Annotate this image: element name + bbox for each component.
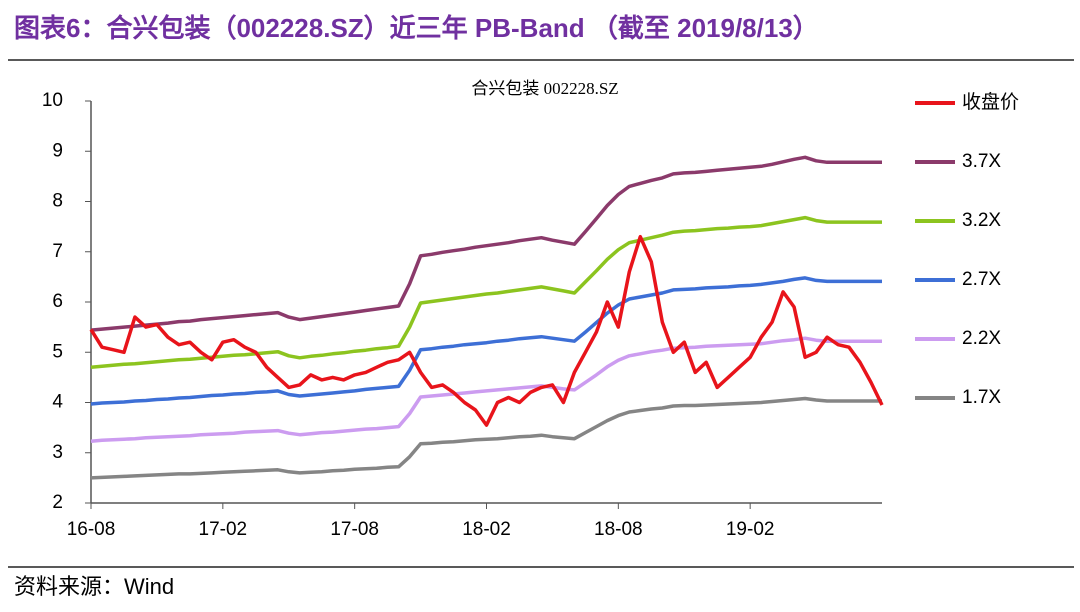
legend-label: 3.2X — [962, 210, 1001, 231]
x-tick-label: 18-02 — [462, 519, 511, 540]
legend-label: 2.7X — [962, 269, 1001, 290]
y-tick-label: 8 — [52, 191, 63, 212]
series-line — [89, 234, 884, 427]
chart-title: 合兴包装 002228.SZ — [471, 79, 618, 98]
y-tick-label: 6 — [52, 291, 63, 312]
x-tick-label: 16-08 — [67, 519, 116, 540]
y-tick-label: 2 — [52, 492, 63, 513]
series-line — [90, 336, 882, 443]
y-tick-label: 7 — [52, 241, 63, 262]
legend-label: 2.2X — [962, 328, 1001, 349]
legend-label: 1.7X — [962, 387, 1001, 408]
y-tick-label: 4 — [52, 392, 63, 413]
source-note: 资料来源：Wind — [14, 574, 174, 599]
y-tick-label: 10 — [42, 90, 63, 111]
x-tick-label: 17-02 — [199, 519, 248, 540]
legend-label: 收盘价 — [962, 91, 1019, 113]
y-tick-label: 3 — [52, 442, 63, 463]
series-line — [90, 155, 882, 332]
figure-title: 图表6：合兴包装（002228.SZ）近三年 PB-Band （截至 2019/… — [14, 13, 819, 43]
x-tick-label: 18-08 — [594, 519, 643, 540]
x-tick-label: 17-08 — [330, 519, 379, 540]
series-line — [90, 276, 882, 406]
legend-label: 3.7X — [962, 151, 1001, 172]
series-line — [90, 396, 882, 480]
y-tick-label: 9 — [52, 140, 63, 161]
series-line — [90, 215, 882, 370]
x-tick-label: 19-02 — [726, 519, 775, 540]
y-tick-label: 5 — [52, 341, 63, 362]
